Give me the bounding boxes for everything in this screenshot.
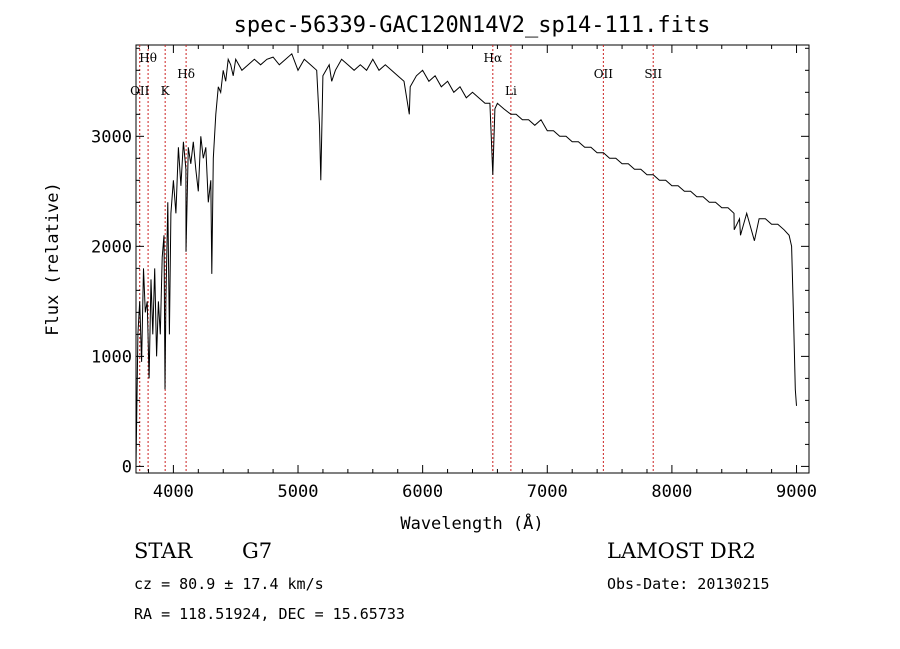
- marker-label-1: OII: [130, 84, 150, 98]
- object-subclass: G7: [242, 539, 272, 563]
- chart-title: spec-56339-GAC120N14V2_sp14-111.fits: [234, 13, 711, 38]
- marker-label-5: Li: [505, 84, 517, 98]
- x-tick-label: 7000: [527, 482, 568, 502]
- y-tick-label: 1000: [91, 347, 132, 367]
- x-tick-label: 8000: [651, 482, 692, 502]
- y-tick-label: 3000: [91, 127, 132, 147]
- spectrum-line: [135, 52, 797, 467]
- marker-label-2: K: [161, 84, 171, 98]
- y-tick-label: 2000: [91, 237, 132, 257]
- sky-coordinates: RA = 118.51924, DEC = 15.65733: [134, 605, 405, 623]
- marker-label-3: Hδ: [177, 67, 195, 81]
- redshift-velocity: cz = 80.9 ± 17.4 km/s: [134, 575, 324, 593]
- x-tick-label: 4000: [153, 482, 194, 502]
- y-axis-ticks: 0 1000 2000 3000: [91, 47, 809, 477]
- spectral-line-markers: [139, 45, 654, 473]
- marker-label-4: Hα: [484, 51, 503, 65]
- marker-label-7: SII: [644, 67, 662, 81]
- plot-frame: [135, 44, 810, 474]
- y-tick-label: 0: [122, 457, 132, 477]
- marker-label-0: Hθ: [139, 51, 157, 65]
- spectral-line-labels: Hθ OII K Hδ Hα Li OII SII: [130, 51, 662, 98]
- y-axis-label: Flux (relative): [43, 182, 63, 336]
- x-tick-label: 5000: [278, 482, 319, 502]
- observation-date: Obs-Date: 20130215: [607, 575, 770, 593]
- marker-label-6: OII: [594, 67, 614, 81]
- object-type: STAR: [134, 539, 193, 563]
- x-axis-label: Wavelength (Å): [400, 512, 543, 534]
- x-axis-ticks: 4000 5000 6000 7000 8000 9000: [147, 45, 817, 502]
- x-tick-label: 9000: [776, 482, 817, 502]
- survey-name: LAMOST DR2: [607, 539, 756, 563]
- x-tick-label: 6000: [402, 482, 443, 502]
